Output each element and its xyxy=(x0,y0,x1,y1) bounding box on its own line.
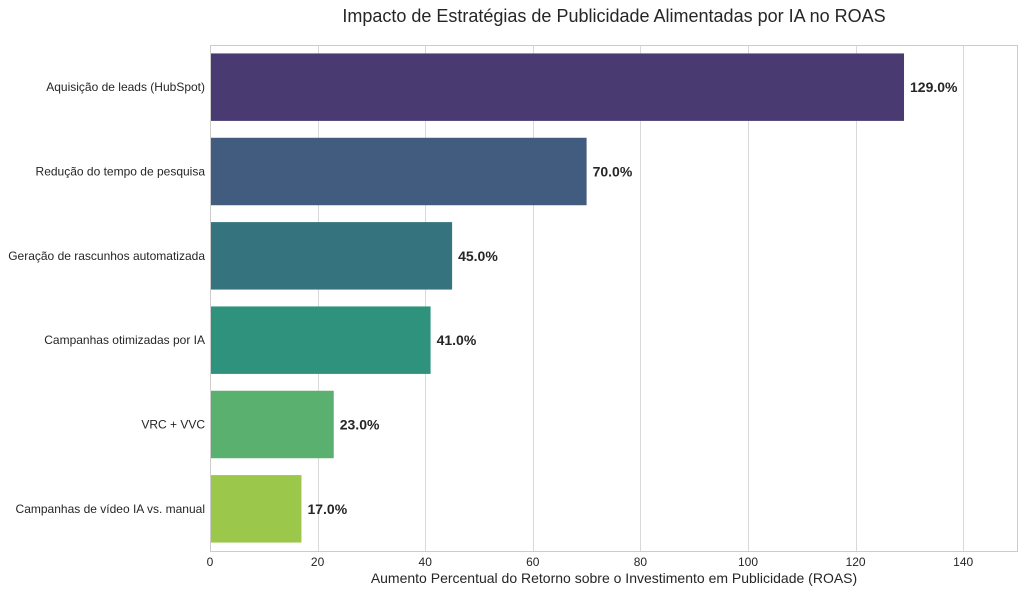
bar-value-label: 129.0% xyxy=(910,79,958,95)
bar xyxy=(210,222,453,290)
category-label: Campanhas de vídeo IA vs. manual xyxy=(16,502,205,516)
category-label: Redução do tempo de pesquisa xyxy=(36,165,206,179)
x-tick-label: 0 xyxy=(207,555,214,569)
x-tick-label: 80 xyxy=(634,555,648,569)
plot-frame xyxy=(210,45,1018,552)
x-tick-label: 140 xyxy=(953,555,973,569)
bar-value-label: 45.0% xyxy=(458,248,498,264)
x-tick-label: 120 xyxy=(846,555,866,569)
x-tick-label: 60 xyxy=(526,555,540,569)
bar-value-label: 23.0% xyxy=(340,417,380,433)
x-tick-label: 20 xyxy=(311,555,325,569)
bar-value-label: 17.0% xyxy=(307,501,347,517)
bar xyxy=(210,475,302,543)
x-tick-labels: 0 20 40 60 80 100 120 140 xyxy=(207,555,974,569)
x-tick-label: 40 xyxy=(419,555,433,569)
category-label: Campanhas otimizadas por IA xyxy=(44,333,205,347)
category-labels: Aquisição de leads (HubSpot) Redução do t… xyxy=(8,80,205,516)
bar xyxy=(210,137,587,206)
category-label: Geração de rascunhos automatizada xyxy=(8,249,205,263)
category-label: VRC + VVC xyxy=(141,418,205,432)
bar xyxy=(210,53,905,121)
bar xyxy=(210,306,431,374)
value-labels: 129.0% 70.0% 45.0% 41.0% 23.0% 17.0% xyxy=(307,79,958,517)
gridlines xyxy=(210,45,964,551)
bar-value-label: 70.0% xyxy=(593,164,633,180)
bar-value-label: 41.0% xyxy=(437,332,477,348)
chart-title: Impacto de Estratégias de Publicidade Al… xyxy=(342,6,885,26)
x-tick-label: 100 xyxy=(738,555,758,569)
x-axis-title: Aumento Percentual do Retorno sobre o In… xyxy=(371,570,857,586)
bars xyxy=(210,53,905,543)
category-label: Aquisição de leads (HubSpot) xyxy=(46,80,205,94)
bar xyxy=(210,390,334,459)
